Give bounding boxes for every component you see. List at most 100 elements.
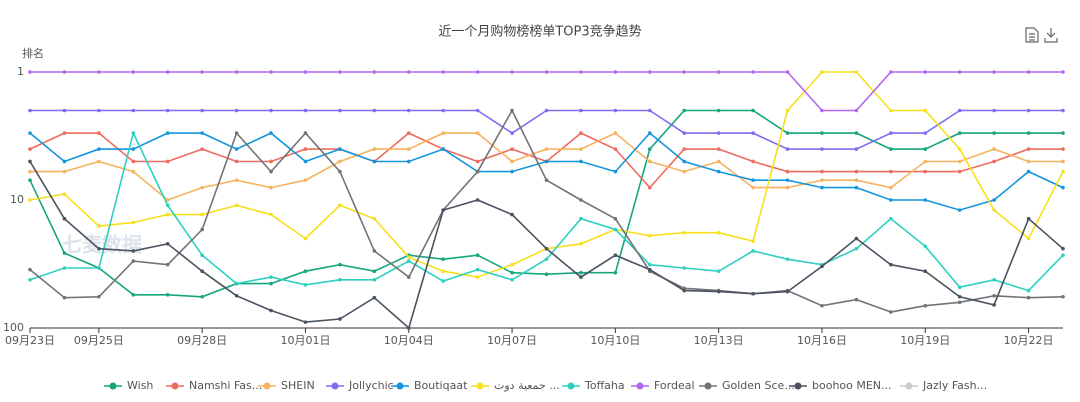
point xyxy=(889,70,893,74)
point xyxy=(131,159,136,164)
point xyxy=(97,131,101,135)
point xyxy=(716,147,721,151)
point xyxy=(510,147,514,151)
series-line xyxy=(29,108,1064,313)
point xyxy=(131,147,136,151)
point xyxy=(854,297,859,302)
point xyxy=(785,108,790,113)
y-axis-label: 排名 xyxy=(22,46,44,60)
point xyxy=(751,108,755,113)
point xyxy=(441,131,446,135)
point xyxy=(1026,216,1031,221)
legend-item[interactable]: Boutiqaat xyxy=(391,379,468,392)
point xyxy=(165,212,170,217)
point xyxy=(441,269,446,274)
point xyxy=(165,159,170,164)
point xyxy=(234,131,239,135)
point xyxy=(1061,294,1065,299)
point xyxy=(28,70,32,74)
point xyxy=(682,108,687,113)
legend-item[interactable]: Fordeal xyxy=(631,379,695,392)
point xyxy=(992,293,996,298)
legend-item[interactable]: boohoo MEN... xyxy=(789,379,892,392)
point xyxy=(992,208,996,212)
point xyxy=(957,147,962,151)
point xyxy=(923,169,928,174)
point xyxy=(716,230,721,235)
point xyxy=(957,108,962,113)
point xyxy=(682,159,687,164)
point xyxy=(441,108,446,113)
legend-label: SHEIN xyxy=(281,379,315,392)
legend-item[interactable]: جمعية دوت ... xyxy=(471,379,560,392)
point xyxy=(1026,295,1031,300)
point xyxy=(131,292,136,297)
series-line xyxy=(30,109,1063,150)
point xyxy=(510,262,514,267)
point xyxy=(923,108,928,113)
point xyxy=(992,159,996,164)
point xyxy=(889,147,893,151)
point xyxy=(510,131,514,135)
point xyxy=(165,108,170,113)
point xyxy=(854,185,859,190)
point xyxy=(234,70,239,74)
point xyxy=(854,246,859,251)
point xyxy=(648,159,652,164)
export-icon[interactable] xyxy=(1025,27,1039,43)
point xyxy=(1026,159,1031,164)
point xyxy=(510,270,514,275)
point xyxy=(372,216,377,221)
point xyxy=(889,185,893,190)
point xyxy=(1061,169,1065,174)
point xyxy=(1061,185,1065,190)
legend-item[interactable]: Jollychic xyxy=(326,379,394,392)
point xyxy=(854,236,859,241)
point xyxy=(131,220,136,225)
point xyxy=(923,147,928,151)
point xyxy=(475,108,480,113)
point xyxy=(28,159,32,164)
legend-item[interactable]: SHEIN xyxy=(258,379,315,392)
point xyxy=(544,147,549,151)
point xyxy=(923,269,928,274)
point xyxy=(475,198,480,202)
point xyxy=(165,292,170,297)
point xyxy=(613,108,618,113)
point xyxy=(579,159,583,164)
point xyxy=(716,289,721,294)
point xyxy=(854,131,859,135)
legend-swatch-dot xyxy=(567,382,575,390)
point xyxy=(923,244,928,249)
download-icon[interactable] xyxy=(1044,28,1058,43)
point xyxy=(1026,236,1031,241)
point xyxy=(165,131,170,135)
point xyxy=(475,275,480,279)
point xyxy=(269,70,273,74)
point xyxy=(992,277,996,282)
legend-item[interactable]: Wish xyxy=(104,379,153,392)
point xyxy=(889,310,893,314)
point xyxy=(785,147,790,151)
point xyxy=(957,300,962,305)
x-tick-label: 10月13日 xyxy=(694,334,744,347)
legend-swatch-dot xyxy=(396,382,404,390)
point xyxy=(820,264,824,269)
point xyxy=(820,131,824,135)
point xyxy=(648,147,652,151)
y-tick-label: 1 xyxy=(17,65,24,78)
legend-item[interactable]: Golden Sce... xyxy=(699,379,795,392)
legend-item[interactable]: Jazly Fash... xyxy=(900,379,987,392)
point xyxy=(165,203,170,208)
point xyxy=(97,224,101,228)
legend-swatch-dot xyxy=(636,382,644,390)
legend-label: Namshi Fas... xyxy=(189,379,262,392)
point xyxy=(957,294,962,299)
legend-swatch-dot xyxy=(263,382,271,390)
point xyxy=(200,185,204,190)
point xyxy=(338,277,342,282)
legend-item[interactable]: Toffaha xyxy=(562,379,625,392)
legend-item[interactable]: Namshi Fas... xyxy=(166,379,262,392)
point xyxy=(131,259,136,263)
point xyxy=(648,267,652,272)
